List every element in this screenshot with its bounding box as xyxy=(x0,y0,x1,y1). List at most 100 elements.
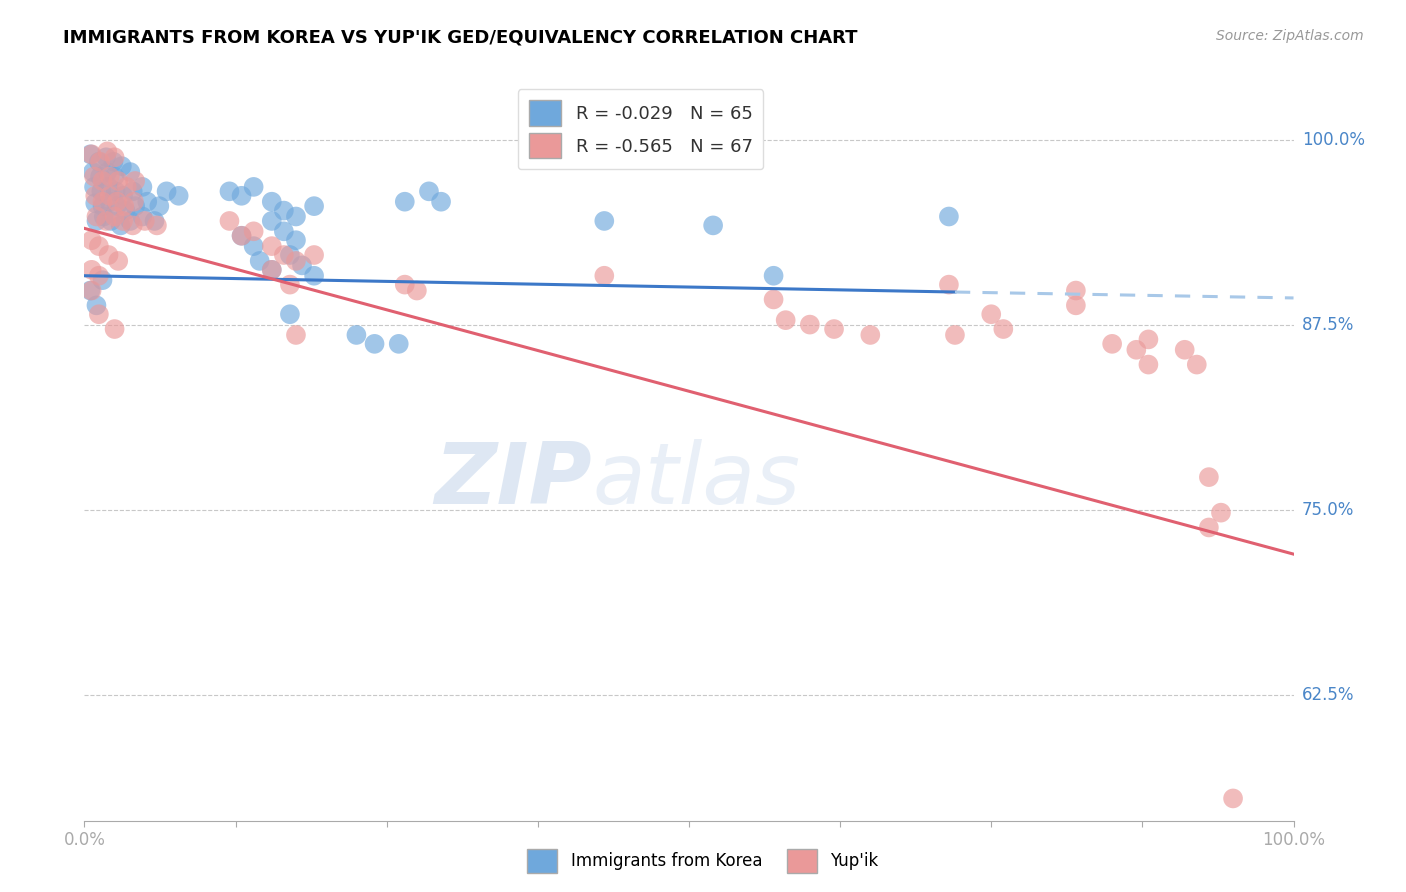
Point xyxy=(110,219,132,233)
Point xyxy=(363,336,385,351)
Point xyxy=(79,147,101,161)
Text: 62.5%: 62.5% xyxy=(1302,686,1354,704)
Point xyxy=(121,219,143,233)
Point xyxy=(124,199,146,213)
Point xyxy=(115,180,138,194)
Point xyxy=(84,196,107,211)
Point xyxy=(96,145,118,159)
Point xyxy=(131,210,153,224)
Point xyxy=(1185,358,1208,372)
Point xyxy=(107,254,129,268)
Point xyxy=(91,194,114,209)
Point xyxy=(1222,791,1244,805)
Point xyxy=(79,284,101,298)
Point xyxy=(1198,470,1220,484)
Point xyxy=(112,188,135,202)
Point xyxy=(91,273,114,287)
Point xyxy=(91,174,114,188)
Legend: Immigrants from Korea, Yup'ik: Immigrants from Korea, Yup'ik xyxy=(520,842,886,880)
Point xyxy=(148,199,170,213)
Point xyxy=(124,174,146,188)
Point xyxy=(87,307,110,321)
Point xyxy=(260,262,283,277)
Point xyxy=(103,154,125,169)
Point xyxy=(1209,506,1232,520)
Point xyxy=(87,239,110,253)
Point xyxy=(1174,343,1197,357)
Point xyxy=(84,188,107,202)
Point xyxy=(1064,284,1087,298)
Point xyxy=(96,165,118,179)
Point xyxy=(80,284,103,298)
Point xyxy=(87,154,110,169)
Point xyxy=(1101,336,1123,351)
Point xyxy=(231,228,253,243)
Point xyxy=(105,194,128,209)
Point xyxy=(231,188,253,202)
Point xyxy=(260,239,283,253)
Point xyxy=(302,248,325,262)
Point xyxy=(1137,333,1160,347)
Point xyxy=(1198,520,1220,534)
Point xyxy=(86,298,108,312)
Point xyxy=(430,194,453,209)
Point xyxy=(284,233,308,247)
Point xyxy=(260,262,283,277)
Point xyxy=(993,322,1015,336)
Text: 75.0%: 75.0% xyxy=(1302,500,1354,518)
Point xyxy=(775,313,797,327)
Point xyxy=(111,159,134,173)
Point xyxy=(346,328,368,343)
Point xyxy=(1125,343,1147,357)
Point xyxy=(89,169,111,184)
Point xyxy=(131,180,153,194)
Point xyxy=(89,154,111,169)
Point xyxy=(242,239,264,253)
Point xyxy=(284,210,308,224)
Point xyxy=(121,185,143,199)
Point xyxy=(593,268,616,283)
Text: 100.0%: 100.0% xyxy=(1302,130,1365,148)
Point xyxy=(122,194,145,209)
Point xyxy=(762,268,785,283)
Point xyxy=(104,169,127,184)
Point xyxy=(249,254,271,268)
Point xyxy=(394,277,416,292)
Point xyxy=(273,224,295,238)
Point xyxy=(134,214,156,228)
Text: Source: ZipAtlas.com: Source: ZipAtlas.com xyxy=(1216,29,1364,43)
Point xyxy=(83,180,105,194)
Point xyxy=(1064,298,1087,312)
Point xyxy=(278,307,301,321)
Point xyxy=(114,203,136,218)
Point xyxy=(284,328,308,343)
Point xyxy=(104,210,127,224)
Point xyxy=(104,150,127,164)
Text: 87.5%: 87.5% xyxy=(1302,316,1354,334)
Point xyxy=(938,210,960,224)
Point xyxy=(242,224,264,238)
Point xyxy=(82,165,104,179)
Point xyxy=(83,169,105,184)
Point xyxy=(98,194,121,209)
Point xyxy=(218,214,240,228)
Point xyxy=(112,214,135,228)
Point xyxy=(242,180,264,194)
Point xyxy=(136,194,159,209)
Point xyxy=(93,210,115,224)
Point xyxy=(388,336,411,351)
Point xyxy=(943,328,966,343)
Point xyxy=(98,169,121,184)
Legend: R = -0.029   N = 65, R = -0.565   N = 67: R = -0.029 N = 65, R = -0.565 N = 67 xyxy=(517,89,763,169)
Point xyxy=(87,268,110,283)
Text: IMMIGRANTS FROM KOREA VS YUP'IK GED/EQUIVALENCY CORRELATION CHART: IMMIGRANTS FROM KOREA VS YUP'IK GED/EQUI… xyxy=(63,29,858,46)
Point xyxy=(278,277,301,292)
Point xyxy=(146,219,169,233)
Point xyxy=(112,199,135,213)
Point xyxy=(302,268,325,283)
Point xyxy=(406,284,429,298)
Point xyxy=(859,328,882,343)
Text: atlas: atlas xyxy=(592,439,800,522)
Point xyxy=(278,248,301,262)
Point xyxy=(80,233,103,247)
